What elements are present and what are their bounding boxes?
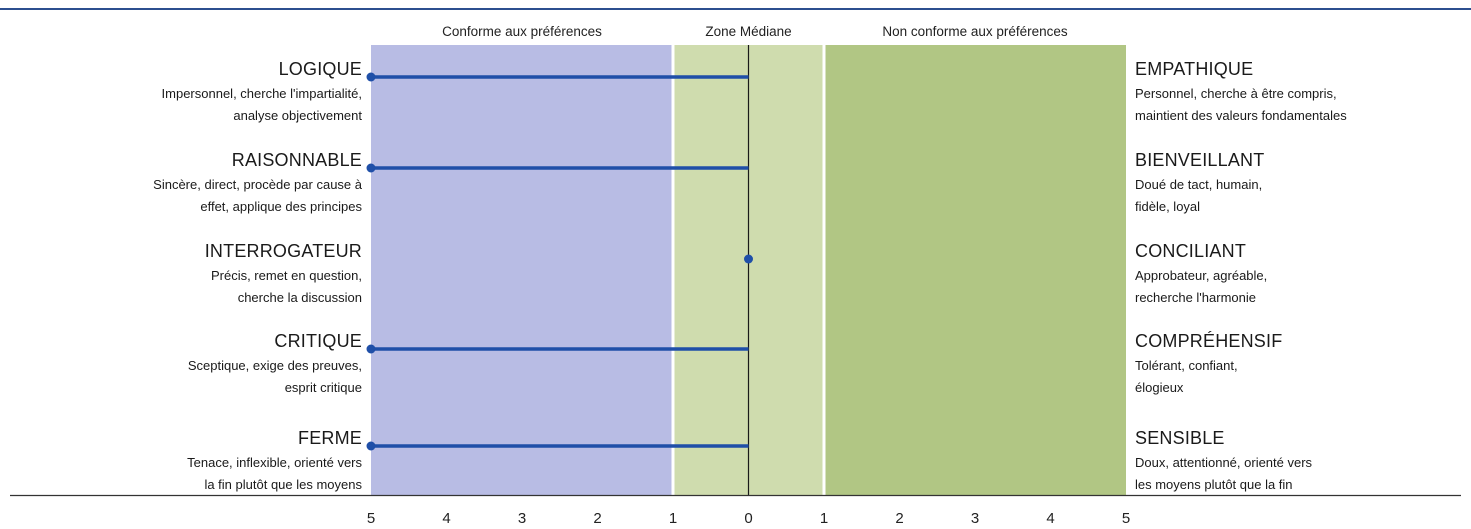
left-trait-title: INTERROGATEUR	[204, 241, 362, 261]
left-trait-description: Précis, remet en question, cherche la dis…	[205, 265, 362, 308]
left-trait-description: Tenace, inflexible, orienté vers la fin p…	[187, 452, 362, 495]
left-trait-4: CRITIQUE Sceptique, exige des preuves, esp…	[188, 330, 362, 398]
zone-header: Non conforme aux préférences	[882, 24, 1068, 39]
zone-band-1	[371, 45, 673, 495]
description-line: élogieux	[1135, 379, 1184, 395]
score-marker-2	[366, 163, 376, 173]
left-trait-1: LOGIQUE Impersonnel, cherche l'impartiali…	[162, 58, 362, 126]
x-tick-label: 3	[518, 510, 526, 527]
right-trait-title: COMPRÉHENSIF	[1135, 331, 1283, 351]
x-tick-label: 4	[1046, 510, 1054, 527]
score-marker-5	[366, 441, 376, 451]
zone-header: Conforme aux préférences	[442, 24, 602, 39]
description-line: les moyens plutôt que la fin	[1135, 476, 1293, 492]
description-line: Approbateur, agréable,	[1135, 268, 1268, 283]
right-trait-title: EMPATHIQUE	[1135, 59, 1254, 79]
left-trait-title: RAISONNABLE	[231, 150, 362, 170]
description-line: analyse objectivement	[233, 107, 362, 123]
x-tick-label: 2	[895, 510, 903, 527]
x-tick-label: 4	[442, 510, 450, 527]
left-trait-description: Sceptique, exige des preuves, esprit crit…	[188, 355, 362, 398]
right-trait-title: SENSIBLE	[1135, 428, 1225, 448]
score-marker-1	[366, 72, 376, 82]
left-trait-5: FERME Tenace, inflexible, orienté vers la …	[187, 427, 362, 495]
x-tick-label: 1	[669, 510, 677, 527]
x-tick-label: 1	[820, 510, 828, 527]
x-tick-label: 2	[593, 510, 601, 527]
left-trait-2: RAISONNABLE Sincère, direct, procède par …	[153, 149, 362, 217]
x-tick-label: 5	[367, 510, 375, 527]
description-line: Personnel, cherche à être compris,	[1135, 86, 1337, 101]
x-tick-label: 5	[1122, 510, 1130, 527]
description-line: Sceptique, exige des preuves,	[187, 358, 362, 373]
description-line: Tolérant, confiant,	[1135, 358, 1238, 373]
x-tick-label: 0	[744, 510, 752, 527]
description-line: effet, applique des principes	[200, 198, 362, 214]
right-trait-description: Tolérant, confiant, élogieux	[1135, 355, 1282, 398]
description-line: maintient des valeurs fondamentales	[1135, 107, 1347, 123]
description-line: esprit critique	[284, 379, 362, 395]
right-trait-2: BIENVEILLANT Doué de tact, humain, fidèle,…	[1135, 149, 1264, 217]
description-line: Impersonnel, cherche l'impartialité,	[161, 86, 362, 101]
description-line: fidèle, loyal	[1135, 198, 1201, 214]
right-trait-1: EMPATHIQUE Personnel, cherche à être comp…	[1135, 58, 1347, 126]
left-trait-description: Sincère, direct, procède par cause à effe…	[153, 174, 362, 217]
x-tick-label: 3	[971, 510, 979, 527]
description-line: cherche la discussion	[237, 289, 362, 305]
description-line: Doux, attentionné, orienté vers	[1135, 455, 1313, 470]
zone-divider-2	[822, 45, 826, 495]
score-marker-3	[744, 254, 753, 264]
description-line: Tenace, inflexible, orienté vers	[187, 455, 362, 470]
right-trait-title: BIENVEILLANT	[1135, 150, 1265, 170]
right-trait-description: Doux, attentionné, orienté vers les moyen…	[1135, 452, 1312, 495]
right-trait-5: SENSIBLE Doux, attentionné, orienté vers l…	[1135, 427, 1312, 495]
left-trait-title: LOGIQUE	[278, 59, 362, 79]
description-line: Sincère, direct, procède par cause à	[153, 177, 362, 192]
right-trait-3: CONCILIANT Approbateur, agréable, recherch…	[1135, 240, 1267, 308]
right-trait-4: COMPRÉHENSIF Tolérant, confiant, élogieux	[1135, 330, 1282, 398]
right-trait-description: Personnel, cherche à être compris, mainti…	[1135, 83, 1347, 126]
description-line: recherche l'harmonie	[1135, 289, 1256, 305]
zone-header: Zone Médiane	[705, 24, 792, 39]
zone-band-3	[824, 45, 1126, 495]
left-trait-title: CRITIQUE	[274, 331, 362, 351]
description-line: la fin plutôt que les moyens	[204, 476, 362, 492]
description-line: Précis, remet en question,	[210, 268, 362, 283]
top-rule	[0, 8, 1471, 10]
left-trait-description: Impersonnel, cherche l'impartialité, anal…	[162, 83, 362, 126]
right-trait-title: CONCILIANT	[1135, 241, 1247, 261]
score-marker-4	[366, 344, 376, 354]
description-line: Doué de tact, humain,	[1135, 177, 1263, 192]
left-trait-3: INTERROGATEUR Précis, remet en question, c…	[205, 240, 362, 308]
zone-divider-1	[671, 45, 675, 495]
left-trait-title: FERME	[298, 428, 362, 448]
right-trait-description: Approbateur, agréable, recherche l'harmon…	[1135, 265, 1267, 308]
right-trait-description: Doué de tact, humain, fidèle, loyal	[1135, 174, 1264, 217]
